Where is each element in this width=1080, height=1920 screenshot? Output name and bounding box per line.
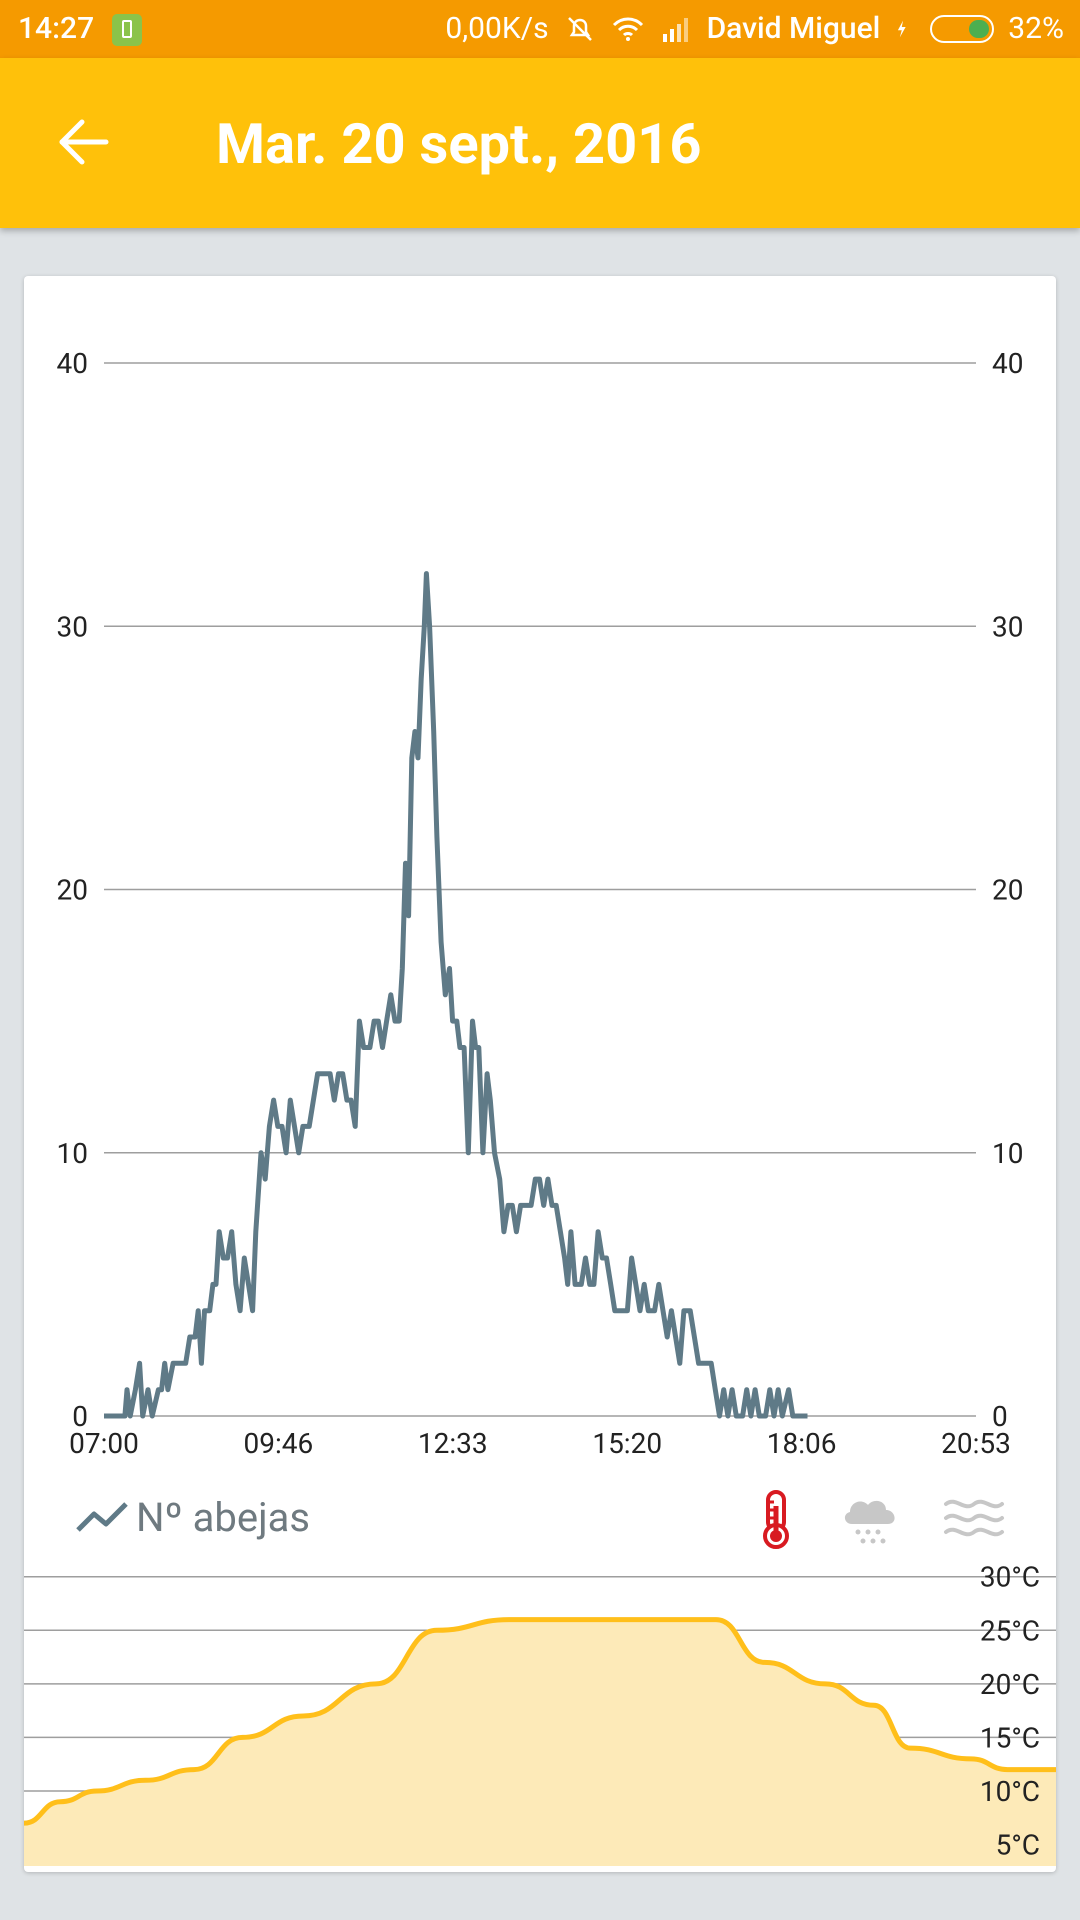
charging-bolt-icon bbox=[898, 20, 906, 37]
x-tick-label: 09:46 bbox=[244, 1427, 314, 1460]
carrier-name: David Miguel bbox=[706, 11, 881, 46]
x-tick-label: 20:53 bbox=[941, 1427, 1011, 1460]
y-tick-label-left: 20 bbox=[57, 874, 88, 907]
legend-label: Nº abejas bbox=[136, 1493, 311, 1541]
temperature-area bbox=[24, 1619, 1056, 1866]
battery-notification-icon bbox=[112, 14, 142, 46]
x-tick-label: 07:00 bbox=[69, 1427, 139, 1460]
rain-cloud-icon[interactable] bbox=[838, 1486, 902, 1550]
status-bar: 14:27 0,00K/s David Miguel 32% bbox=[0, 0, 1080, 58]
battery-percent: 32% bbox=[1008, 11, 1064, 46]
arrow-left-icon[interactable] bbox=[56, 118, 112, 166]
x-tick-label: 15:20 bbox=[592, 1427, 662, 1460]
signal-icon bbox=[662, 17, 688, 42]
x-tick-label: 18:06 bbox=[767, 1427, 837, 1460]
bees-line-chart: 0 0 10 10 20 20 30 30 40 40 07:00 09:46 12:33 15:20 18… bbox=[57, 347, 1024, 1460]
mute-bell-icon bbox=[567, 16, 592, 41]
temperature-tick-label: 25°C bbox=[980, 1614, 1040, 1647]
y-tick-label-right: 30 bbox=[992, 610, 1023, 643]
y-tick-label-left: 30 bbox=[57, 610, 88, 643]
temperature-tick-label: 20°C bbox=[980, 1668, 1040, 1701]
thermometer-icon[interactable] bbox=[744, 1486, 808, 1550]
status-icons: 0,00K/s David Miguel 32% bbox=[445, 11, 1064, 46]
y-tick-label-left: 10 bbox=[57, 1137, 88, 1170]
network-speed: 0,00K/s bbox=[445, 11, 549, 46]
y-tick-label-right: 10 bbox=[992, 1137, 1023, 1170]
y-tick-label-left: 40 bbox=[57, 347, 88, 380]
temperature-tick-label: 10°C bbox=[980, 1775, 1040, 1808]
y-tick-label-right: 20 bbox=[992, 874, 1023, 907]
temperature-tick-label: 15°C bbox=[980, 1721, 1040, 1754]
status-time: 14:27 bbox=[18, 11, 95, 46]
temperature-line bbox=[24, 1617, 1056, 1826]
chart-legend[interactable]: Nº abejas bbox=[76, 1492, 310, 1542]
battery-icon bbox=[930, 14, 995, 43]
temperature-tick-label: 5°C bbox=[996, 1829, 1040, 1862]
bees-series-line bbox=[104, 571, 808, 1419]
app-bar: Mar. 20 sept., 2016 bbox=[0, 58, 1080, 228]
wifi-icon bbox=[612, 17, 643, 41]
y-tick-label-right: 0 bbox=[992, 1400, 1008, 1433]
wind-icon[interactable] bbox=[942, 1486, 1006, 1550]
temperature-area-chart: 30°C 25°C 20°C 15°C 10°C 5°C bbox=[24, 1566, 1056, 1866]
page-title: Mar. 20 sept., 2016 bbox=[216, 111, 702, 177]
temperature-tick-label: 30°C bbox=[980, 1566, 1040, 1594]
chart-card: 0 0 10 10 20 20 30 30 40 40 07:00 09:46 12:33 15:20 18… bbox=[24, 276, 1056, 1872]
y-tick-label-right: 40 bbox=[992, 347, 1023, 380]
y-tick-label-left: 0 bbox=[72, 1400, 88, 1433]
x-tick-label: 12:33 bbox=[418, 1427, 488, 1460]
line-chart-icon bbox=[76, 1502, 128, 1532]
